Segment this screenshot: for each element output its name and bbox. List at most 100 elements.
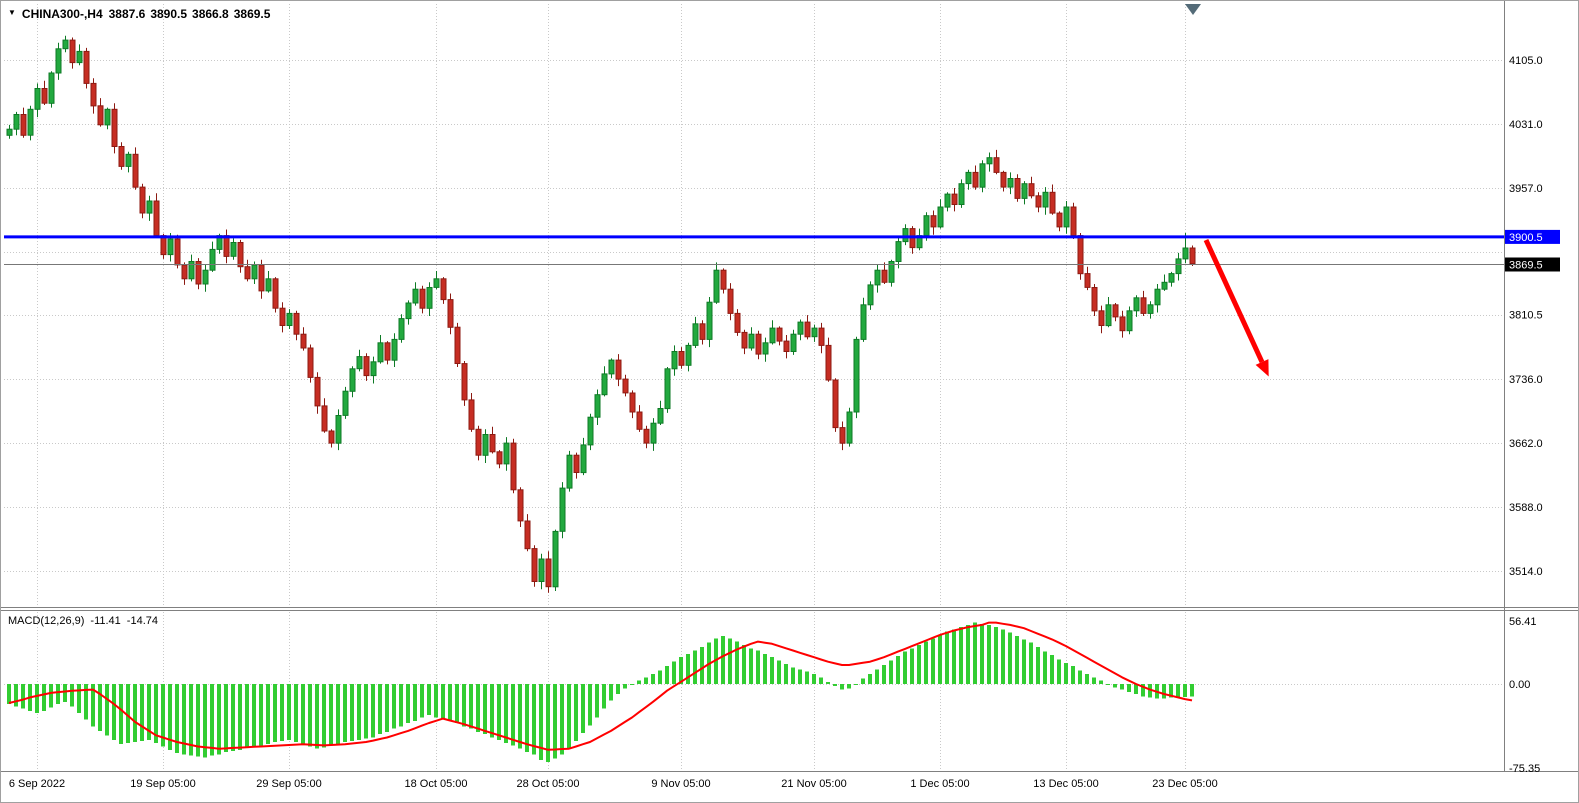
candle-body <box>552 530 559 588</box>
macd-bar <box>924 641 928 684</box>
trend-arrow-line <box>1203 238 1265 364</box>
macd-bar <box>679 657 683 684</box>
macd-bar <box>497 684 501 740</box>
candle-body <box>321 405 328 432</box>
symbol-dropdown-icon[interactable]: ▼ <box>8 8 16 17</box>
quote-high: 3890.5 <box>150 7 188 21</box>
macd-bar <box>308 684 312 747</box>
time-axis-label: 9 Nov 05:00 <box>651 778 710 790</box>
macd-bar <box>1092 677 1096 684</box>
macd-bar <box>777 660 781 684</box>
candle-body <box>545 558 552 588</box>
time-axis-label: 19 Sep 05:00 <box>130 778 195 790</box>
macd-bar <box>77 684 81 713</box>
candle-body <box>223 235 230 257</box>
macd-bar <box>273 684 277 742</box>
time-axis-label: 21 Nov 05:00 <box>781 778 846 790</box>
macd-bar <box>931 638 935 684</box>
candle-body <box>986 157 993 165</box>
macd-bar <box>560 684 564 755</box>
macd-bar <box>833 684 837 687</box>
macd-bar <box>420 684 424 718</box>
macd-bar <box>805 671 809 684</box>
candle-body <box>566 454 573 489</box>
trend-arrow[interactable] <box>1203 238 1269 377</box>
time-axis-label: 29 Sep 05:00 <box>256 778 321 790</box>
candle-body <box>734 312 741 333</box>
macd-bar <box>371 684 375 738</box>
candle-body <box>580 444 587 474</box>
candle-body <box>6 128 13 136</box>
macd-bar <box>413 684 417 721</box>
macd-bar <box>959 627 963 684</box>
current-tag-bg <box>1505 257 1560 272</box>
macd-bar <box>1071 666 1075 684</box>
candle-body <box>1154 288 1161 306</box>
candle-body <box>482 434 489 456</box>
candle-body <box>384 342 391 361</box>
candle-body <box>699 323 706 340</box>
macd-bar <box>511 684 515 746</box>
macd-bar <box>903 651 907 684</box>
candle-body <box>335 415 342 444</box>
macd-bar <box>728 638 732 684</box>
macd-value-signal: -14.74 <box>126 615 158 627</box>
macd-bar <box>105 684 109 736</box>
macd-bar <box>1127 684 1131 692</box>
macd-bar <box>287 684 291 740</box>
macd-indicator-label: MACD(12,26,9) -11.41 -14.74 <box>8 615 158 627</box>
macd-bar <box>840 684 844 690</box>
macd-bar <box>714 638 718 684</box>
candle-body <box>958 183 965 205</box>
candle-body <box>853 338 860 413</box>
macd-bar <box>994 627 998 684</box>
macd-bar <box>539 684 543 760</box>
macd-bar <box>1085 674 1089 684</box>
macd-bar <box>812 674 816 684</box>
macd-bar <box>231 684 235 751</box>
candle-body <box>1049 191 1056 214</box>
macd-bar <box>1162 684 1166 699</box>
candlestick-series <box>6 35 1196 593</box>
macd-bar <box>91 684 95 727</box>
candle-body <box>741 331 748 349</box>
candle-body <box>517 489 524 522</box>
candle-body <box>258 264 265 292</box>
macd-bar <box>623 684 627 689</box>
macd-bar <box>392 684 396 729</box>
candle-body <box>293 312 300 335</box>
candle-body <box>944 193 951 208</box>
candle-body <box>671 351 678 370</box>
candle-body <box>69 39 76 64</box>
macd-bar <box>602 684 606 709</box>
macd-bar <box>686 653 690 684</box>
macd-bar <box>574 684 578 741</box>
candle-body <box>426 287 433 309</box>
macd-bar <box>280 684 284 741</box>
candle-body <box>1091 287 1098 312</box>
macd-bar <box>770 657 774 684</box>
candle-body <box>783 340 790 353</box>
candle-body <box>1175 258 1182 275</box>
macd-bar <box>329 684 333 746</box>
macd-bar <box>252 684 256 747</box>
candle-body <box>839 427 846 444</box>
quote-values: 3887.6 3890.5 3866.8 3869.5 <box>109 7 271 21</box>
candle-body <box>370 361 377 377</box>
candle-body <box>1161 281 1168 290</box>
resistance-tag-text: 3900.5 <box>1509 232 1543 244</box>
candle-body <box>1021 183 1028 199</box>
candle-body <box>111 108 118 148</box>
candle-body <box>55 48 62 74</box>
macd-bar <box>651 674 655 684</box>
candle-body <box>1133 297 1140 312</box>
macd-bar <box>1057 659 1061 684</box>
candle-body <box>1119 316 1126 332</box>
macd-bar <box>1001 629 1005 684</box>
candle-body <box>90 82 97 107</box>
macd-bar <box>917 645 921 684</box>
candle-body <box>573 454 580 474</box>
chart-shift-marker-icon[interactable] <box>1185 4 1201 15</box>
